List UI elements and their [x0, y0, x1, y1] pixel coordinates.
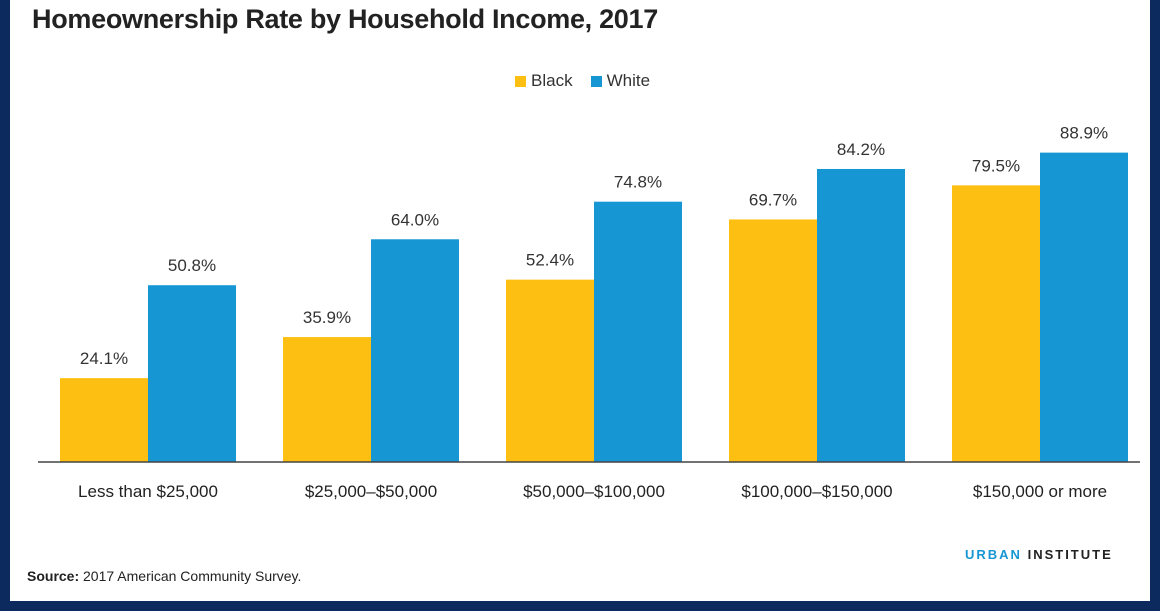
brand-part2: INSTITUTE: [1027, 547, 1113, 562]
data-label-black-1: 35.9%: [303, 308, 351, 327]
legend-label-white: White: [606, 71, 651, 90]
legend: Black White: [515, 70, 668, 92]
source-text: 2017 American Community Survey.: [79, 568, 302, 584]
chart-frame: Homeownership Rate by Household Income, …: [10, 0, 1150, 601]
data-label-white-1: 64.0%: [391, 210, 439, 229]
bar-white-4: [1040, 152, 1128, 463]
data-label-white-0: 50.8%: [168, 256, 216, 275]
bar-white-2: [594, 201, 682, 463]
category-label-4: $150,000 or more: [973, 482, 1107, 501]
category-label-3: $100,000–$150,000: [741, 482, 892, 501]
data-label-white-3: 84.2%: [837, 140, 885, 159]
legend-swatch-black: [515, 75, 526, 87]
data-label-black-3: 69.7%: [749, 190, 797, 209]
legend-item-black: Black: [515, 71, 573, 91]
category-label-1: $25,000–$50,000: [305, 482, 437, 501]
brand-part1: URBAN: [965, 547, 1022, 562]
bar-black-1: [283, 337, 371, 462]
bar-white-0: [148, 285, 236, 462]
chart-title: Homeownership Rate by Household Income, …: [32, 4, 658, 34]
data-label-black-4: 79.5%: [972, 156, 1020, 175]
bar-chart: 24.1% 50.8% Less than $25,000 35.9% 64.0% $25…: [38, 124, 1140, 501]
data-label-black-2: 52.4%: [526, 251, 574, 270]
legend-swatch-white: [590, 75, 602, 87]
category-label-2: $50,000–$100,000: [523, 482, 665, 501]
data-label-white-4: 88.9%: [1060, 124, 1108, 143]
legend-item-white: White: [590, 71, 651, 91]
bar-white-1: [371, 239, 459, 462]
legend-label-black: Black: [531, 71, 573, 90]
data-label-black-0: 24.1%: [80, 349, 128, 368]
bar-black-0: [60, 378, 148, 462]
source-label: Source:: [27, 568, 80, 584]
category-label-0: Less than $25,000: [78, 482, 218, 501]
bar-white-3: [817, 168, 905, 462]
bar-black-4: [952, 185, 1040, 462]
data-label-white-2: 74.8%: [614, 173, 662, 192]
bar-black-3: [729, 219, 817, 462]
source-note: Source: 2017 American Community Survey.: [27, 568, 301, 584]
bar-black-2: [506, 279, 594, 462]
urban-institute-logo: URBAN INSTITUTE: [965, 547, 1113, 562]
